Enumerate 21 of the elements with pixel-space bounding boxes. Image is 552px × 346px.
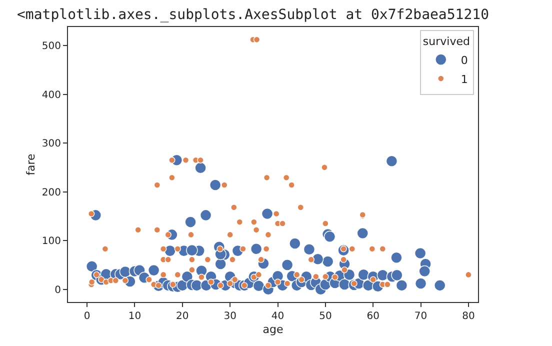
x-tick-label: 80	[462, 311, 475, 322]
x-tick-label: 30	[224, 311, 236, 322]
y-tick-label: 500	[42, 41, 61, 52]
y-tick-label: 100	[42, 236, 61, 248]
x-tick-label: 0	[84, 311, 90, 322]
x-tick-label: 50	[319, 311, 332, 322]
y-tick-label: 300	[42, 138, 61, 150]
x-tick-label: 10	[128, 311, 142, 322]
legend-title: survived	[422, 35, 470, 48]
text: <matplotlib.axes._subplots.AxesSubplot at 0x7f2baea51210	[17, 7, 490, 23]
y-tick-label: 400	[42, 90, 61, 101]
x-tick-label: 70	[414, 311, 428, 322]
y-tick-label: 200	[42, 187, 61, 198]
legend-label: 1	[460, 72, 468, 86]
legend-label: 0	[460, 54, 468, 67]
x-tick-label: 60	[366, 311, 380, 322]
y-tick-label: 0	[54, 284, 61, 296]
y-axis-title: fare	[24, 153, 38, 176]
x-tick-label: 20	[176, 311, 189, 322]
x-axis-title: age	[262, 323, 284, 336]
x-tick-label: 40	[271, 311, 284, 322]
